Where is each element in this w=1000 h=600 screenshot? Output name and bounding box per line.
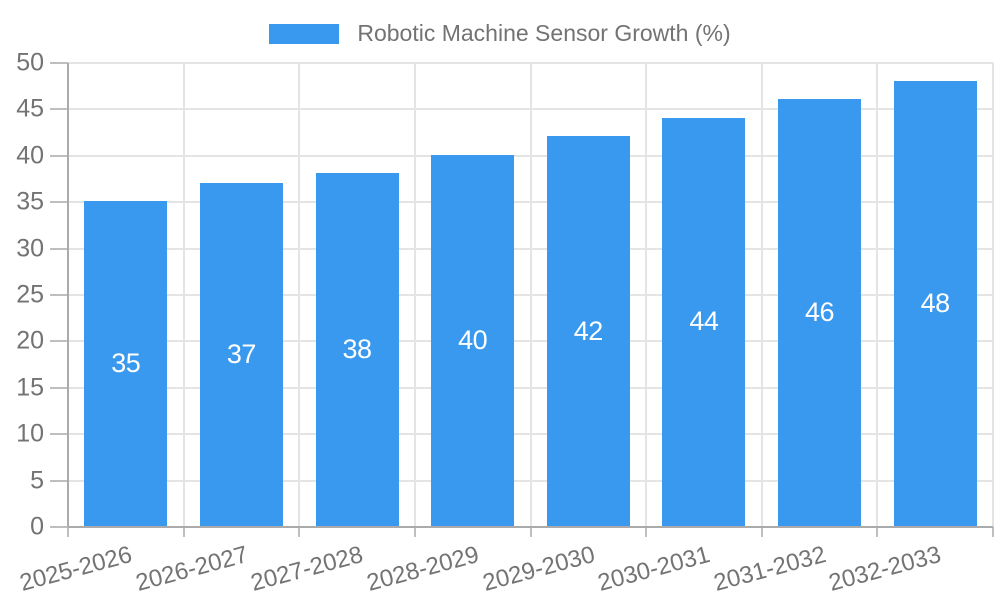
y-axis-tick xyxy=(50,247,68,250)
bar[interactable]: 40 xyxy=(431,154,515,526)
y-axis-tick xyxy=(50,62,68,64)
x-tick-label: 2031-2032 xyxy=(710,541,829,597)
x-axis-tick xyxy=(413,527,416,537)
x-tick-label: 2026-2027 xyxy=(132,541,251,597)
bar-value-label: 46 xyxy=(805,297,835,328)
bar-value-label: 40 xyxy=(458,324,488,355)
x-axis-tick xyxy=(298,527,301,537)
x-gridline xyxy=(298,63,301,527)
bar[interactable]: 38 xyxy=(315,173,399,526)
x-tick-label: 2032-2033 xyxy=(826,541,945,597)
x-tick-label: 2027-2028 xyxy=(248,541,367,597)
legend-item[interactable]: Robotic Machine Sensor Growth (%) xyxy=(0,20,1000,47)
x-gridline xyxy=(876,63,879,527)
y-axis-tick xyxy=(50,201,68,204)
y-axis-tick xyxy=(50,433,68,436)
x-gridline xyxy=(992,63,994,527)
y-tick-label: 15 xyxy=(16,373,44,402)
y-axis-tick xyxy=(50,294,68,296)
y-axis-tick xyxy=(50,108,68,111)
x-tick-label: 2030-2031 xyxy=(595,541,713,597)
y-tick-label: 30 xyxy=(16,234,44,263)
bar[interactable]: 37 xyxy=(199,182,283,526)
bar-value-label: 42 xyxy=(573,315,604,346)
y-axis-tick xyxy=(50,340,68,343)
y-tick-label: 20 xyxy=(16,326,44,355)
x-axis-tick xyxy=(876,527,879,537)
y-axis-tick xyxy=(50,154,68,157)
x-axis-tick xyxy=(645,527,648,537)
y-axis-tick xyxy=(50,479,68,482)
x-axis-tick xyxy=(67,527,69,537)
y-axis-tick xyxy=(50,526,68,528)
legend-swatch xyxy=(269,23,340,44)
y-tick-label: 35 xyxy=(16,187,44,216)
bar-value-label: 38 xyxy=(342,334,373,365)
x-gridline xyxy=(529,63,532,527)
x-tick-label: 2028-2029 xyxy=(363,541,482,597)
x-axis-tick xyxy=(992,527,994,537)
x-gridline xyxy=(760,63,763,527)
y-tick-label: 45 xyxy=(16,94,44,123)
x-gridline xyxy=(645,63,648,527)
bar[interactable]: 48 xyxy=(893,80,977,526)
y-tick-label: 5 xyxy=(30,466,44,495)
bar[interactable]: 42 xyxy=(546,136,630,526)
y-axis-tick xyxy=(50,386,68,389)
bar[interactable]: 35 xyxy=(84,201,168,526)
bar[interactable]: 46 xyxy=(778,99,862,526)
y-tick-label: 25 xyxy=(16,280,44,309)
y-tick-label: 10 xyxy=(16,419,44,448)
bar-value-label: 35 xyxy=(111,348,141,379)
bar[interactable]: 44 xyxy=(662,117,746,526)
y-axis-line xyxy=(67,63,69,527)
x-axis-tick xyxy=(760,527,763,537)
bar-value-label: 44 xyxy=(689,306,719,337)
x-tick-label: 2029-2030 xyxy=(479,541,598,597)
x-tick-label: 2025-2026 xyxy=(16,541,135,597)
bar-value-label: 37 xyxy=(226,338,257,369)
y-tick-label: 50 xyxy=(16,48,44,77)
legend-label: Robotic Machine Sensor Growth (%) xyxy=(357,20,731,46)
x-axis-line xyxy=(68,526,993,528)
bar-value-label: 48 xyxy=(920,287,951,318)
x-axis-tick xyxy=(529,527,532,537)
x-gridline xyxy=(182,63,185,527)
y-tick-label: 40 xyxy=(16,141,44,170)
y-tick-label: 0 xyxy=(30,512,44,541)
x-axis-tick xyxy=(182,527,185,537)
x-gridline xyxy=(413,63,416,527)
